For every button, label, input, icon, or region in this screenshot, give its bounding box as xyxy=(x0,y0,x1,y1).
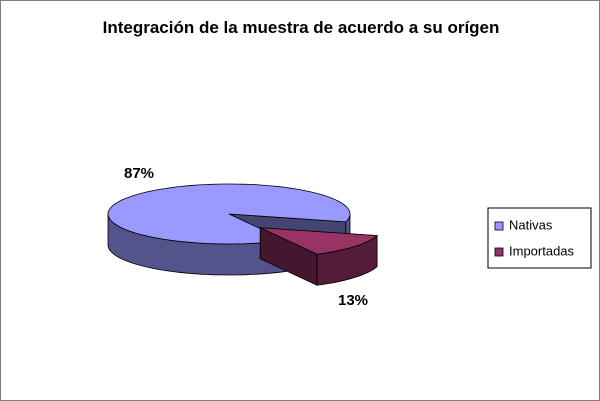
slice-top xyxy=(107,183,351,245)
pie-slice xyxy=(107,183,351,276)
legend-box xyxy=(487,207,592,269)
legend-label: Nativas xyxy=(509,217,553,232)
legend-swatch xyxy=(494,221,504,231)
legend-swatch xyxy=(494,247,504,257)
slice-top xyxy=(260,227,378,255)
pie-slice xyxy=(259,227,378,286)
data-label: 13% xyxy=(338,292,368,309)
chart-title: Integración de la muestra de acuerdo a s… xyxy=(102,18,500,37)
legend-label: Importadas xyxy=(509,243,575,258)
data-label: 87% xyxy=(124,165,154,182)
